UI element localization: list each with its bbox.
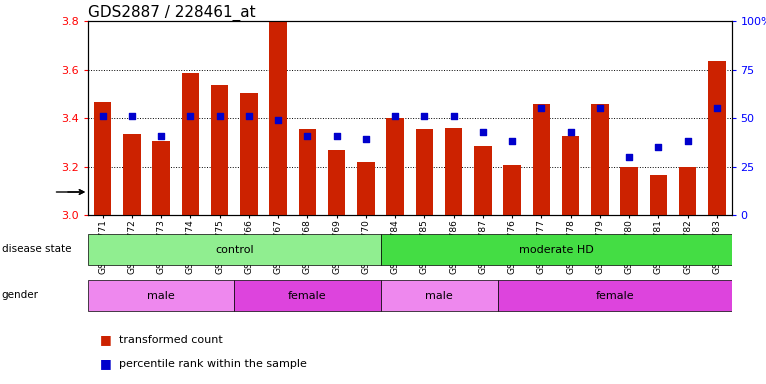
Point <box>360 136 372 142</box>
Bar <box>182 73 199 215</box>
Text: male: male <box>147 291 175 301</box>
Point <box>506 138 519 144</box>
Text: GDS2887 / 228461_at: GDS2887 / 228461_at <box>88 5 256 21</box>
Point <box>214 113 226 119</box>
Bar <box>445 128 463 215</box>
Text: control: control <box>215 245 254 255</box>
Text: moderate HD: moderate HD <box>519 245 594 255</box>
Point <box>126 113 138 119</box>
Point <box>331 132 343 139</box>
Point <box>418 113 430 119</box>
Point <box>653 144 665 150</box>
Text: female: female <box>595 291 633 301</box>
Bar <box>708 61 725 215</box>
Text: ■: ■ <box>100 333 111 346</box>
Bar <box>88 234 381 265</box>
Bar <box>88 280 234 311</box>
Point <box>185 113 197 119</box>
Text: gender: gender <box>2 290 38 300</box>
Text: disease state: disease state <box>2 244 71 254</box>
Bar <box>328 150 345 215</box>
Point <box>682 138 694 144</box>
Text: transformed count: transformed count <box>119 335 222 345</box>
Point <box>389 113 401 119</box>
Bar <box>474 146 492 215</box>
Bar <box>381 234 732 265</box>
Bar <box>299 129 316 215</box>
Bar <box>562 136 579 215</box>
Bar <box>234 280 381 311</box>
Bar <box>386 118 404 215</box>
Point <box>565 129 577 135</box>
Bar <box>152 141 170 215</box>
Bar <box>532 104 550 215</box>
Point <box>301 132 313 139</box>
Bar <box>357 162 375 215</box>
Bar <box>650 175 667 215</box>
Bar <box>498 280 732 311</box>
Point <box>711 105 723 111</box>
Bar <box>503 166 521 215</box>
Text: percentile rank within the sample: percentile rank within the sample <box>119 359 306 369</box>
Bar <box>123 134 141 215</box>
Bar <box>381 280 498 311</box>
Point <box>623 154 635 160</box>
Bar <box>620 167 638 215</box>
Text: female: female <box>288 291 327 301</box>
Text: ■: ■ <box>100 357 111 370</box>
Bar <box>270 21 287 215</box>
Point <box>97 113 109 119</box>
Point <box>594 105 606 111</box>
Point <box>272 117 284 123</box>
Text: male: male <box>425 291 453 301</box>
Bar <box>94 102 112 215</box>
Bar <box>591 104 609 215</box>
Bar <box>241 93 257 215</box>
Bar <box>679 167 696 215</box>
Point <box>447 113 460 119</box>
Bar <box>416 129 434 215</box>
Point <box>535 105 548 111</box>
Bar <box>211 85 228 215</box>
Point <box>155 132 167 139</box>
Point <box>476 129 489 135</box>
Point <box>243 113 255 119</box>
